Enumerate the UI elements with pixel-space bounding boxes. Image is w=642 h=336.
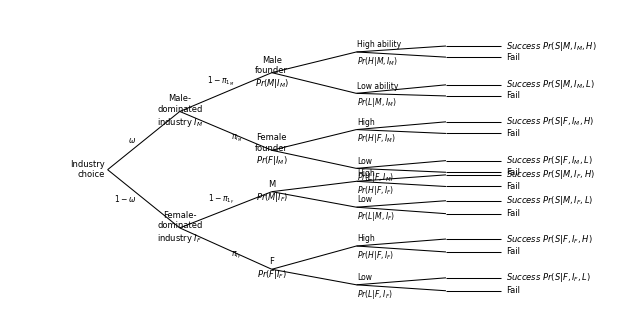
Text: Success $Pr(S|F, I_F, L)$: Success $Pr(S|F, I_F, L)$	[506, 271, 591, 284]
Text: Fail: Fail	[506, 286, 519, 295]
Text: $Pr(H|F, I_F)$: $Pr(H|F, I_F)$	[357, 184, 394, 197]
Text: Female-
dominated
industry $I_F$: Female- dominated industry $I_F$	[157, 211, 202, 245]
Text: Low: Low	[357, 157, 372, 166]
Text: Male-
dominated
industry $I_M$: Male- dominated industry $I_M$	[157, 94, 203, 129]
Text: Male
founder
$Pr(M|I_M)$: Male founder $Pr(M|I_M)$	[255, 55, 289, 90]
Text: Fail: Fail	[506, 168, 519, 177]
Text: $\pi_{I_M}$: $\pi_{I_M}$	[230, 132, 242, 144]
Text: $\omega$: $\omega$	[128, 136, 136, 145]
Text: Success $Pr(S|F, I_F, H)$: Success $Pr(S|F, I_F, H)$	[506, 233, 593, 246]
Text: High: High	[357, 118, 375, 127]
Text: Success $Pr(S|M, I_M, H)$: Success $Pr(S|M, I_M, H)$	[506, 40, 596, 52]
Text: $Pr(H|M, I_M)$: $Pr(H|M, I_M)$	[357, 55, 398, 68]
Text: Fail: Fail	[506, 53, 519, 61]
Text: Success $Pr(S|F, I_M, L)$: Success $Pr(S|F, I_M, L)$	[506, 154, 593, 167]
Text: M
$Pr(M|I_F)$: M $Pr(M|I_F)$	[256, 180, 288, 204]
Text: $Pr(L|M, I_M)$: $Pr(L|M, I_M)$	[357, 96, 396, 109]
Text: $Pr(H|F, I_F)$: $Pr(H|F, I_F)$	[357, 249, 394, 262]
Text: Fail: Fail	[506, 129, 519, 138]
Text: $1-\omega$: $1-\omega$	[114, 193, 136, 204]
Text: $1-\pi_{1_F}$: $1-\pi_{1_F}$	[207, 192, 234, 206]
Text: $Pr(L|F, I_M)$: $Pr(L|F, I_M)$	[357, 171, 394, 184]
Text: Fail: Fail	[506, 91, 519, 100]
Text: Success $Pr(S|M, I_M, L)$: Success $Pr(S|M, I_M, L)$	[506, 78, 594, 91]
Text: Low: Low	[357, 195, 372, 204]
Text: High: High	[357, 169, 375, 178]
Text: Female
founder
$Pr(F|I_M)$: Female founder $Pr(F|I_M)$	[256, 133, 288, 167]
Text: Low ability: Low ability	[357, 82, 398, 90]
Text: Low: Low	[357, 273, 372, 282]
Text: $Pr(L|M, I_F)$: $Pr(L|M, I_F)$	[357, 210, 395, 223]
Text: Fail: Fail	[506, 247, 519, 256]
Text: Success $Pr(S|M, I_F, L)$: Success $Pr(S|M, I_F, L)$	[506, 194, 593, 207]
Text: F
$Pr(F|I_F)$: F $Pr(F|I_F)$	[257, 257, 287, 281]
Text: Success $Pr(S|F, I_M, H)$: Success $Pr(S|F, I_M, H)$	[506, 115, 594, 128]
Text: Industry
choice: Industry choice	[71, 160, 105, 179]
Text: $1-\pi_{1_M}$: $1-\pi_{1_M}$	[207, 75, 234, 88]
Text: Success $Pr(S|M, I_F, H)$: Success $Pr(S|M, I_F, H)$	[506, 168, 594, 181]
Text: $\pi_{I_F}$: $\pi_{I_F}$	[230, 250, 241, 261]
Text: Fail: Fail	[506, 182, 519, 191]
Text: High: High	[357, 234, 375, 243]
Text: High ability: High ability	[357, 40, 401, 49]
Text: Fail: Fail	[506, 209, 519, 218]
Text: $Pr(L|F, I_F)$: $Pr(L|F, I_F)$	[357, 288, 393, 301]
Text: $Pr(H|F, I_M)$: $Pr(H|F, I_M)$	[357, 132, 395, 145]
